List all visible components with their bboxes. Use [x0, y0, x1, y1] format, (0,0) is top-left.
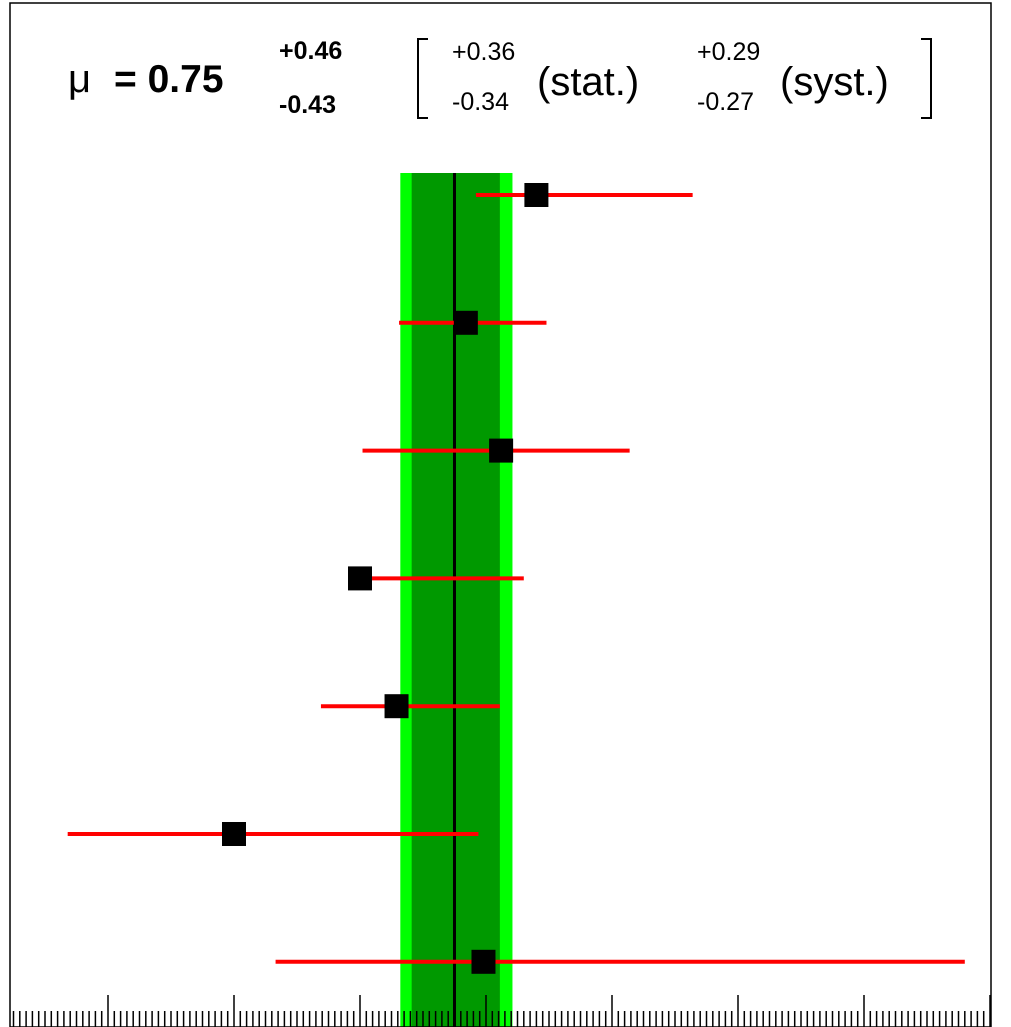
data-point-marker — [454, 311, 478, 335]
syst-down: -0.27 — [697, 88, 754, 116]
stat-label: (stat.) — [537, 60, 639, 104]
mu-total-down: -0.43 — [279, 91, 336, 119]
data-point-marker — [222, 822, 246, 846]
syst-up: +0.29 — [697, 38, 760, 66]
data-points — [68, 183, 965, 974]
data-point-marker — [348, 566, 372, 590]
data-point-marker — [524, 183, 548, 207]
mu-total-up: +0.46 — [279, 37, 342, 65]
data-point-marker — [385, 694, 409, 718]
left-bracket — [418, 39, 428, 118]
result-header: μ = 0.75 +0.46 -0.43 +0.36 -0.34 (stat.)… — [68, 37, 931, 119]
right-bracket — [921, 39, 931, 118]
combined-bands — [400, 173, 512, 1027]
mu-symbol: μ — [68, 57, 91, 101]
data-point-marker — [489, 439, 513, 463]
stat-up: +0.36 — [452, 38, 515, 66]
syst-label: (syst.) — [780, 60, 889, 104]
data-point-marker — [471, 950, 495, 974]
mu-value: = 0.75 — [114, 58, 224, 101]
stat-down: -0.34 — [452, 88, 509, 116]
